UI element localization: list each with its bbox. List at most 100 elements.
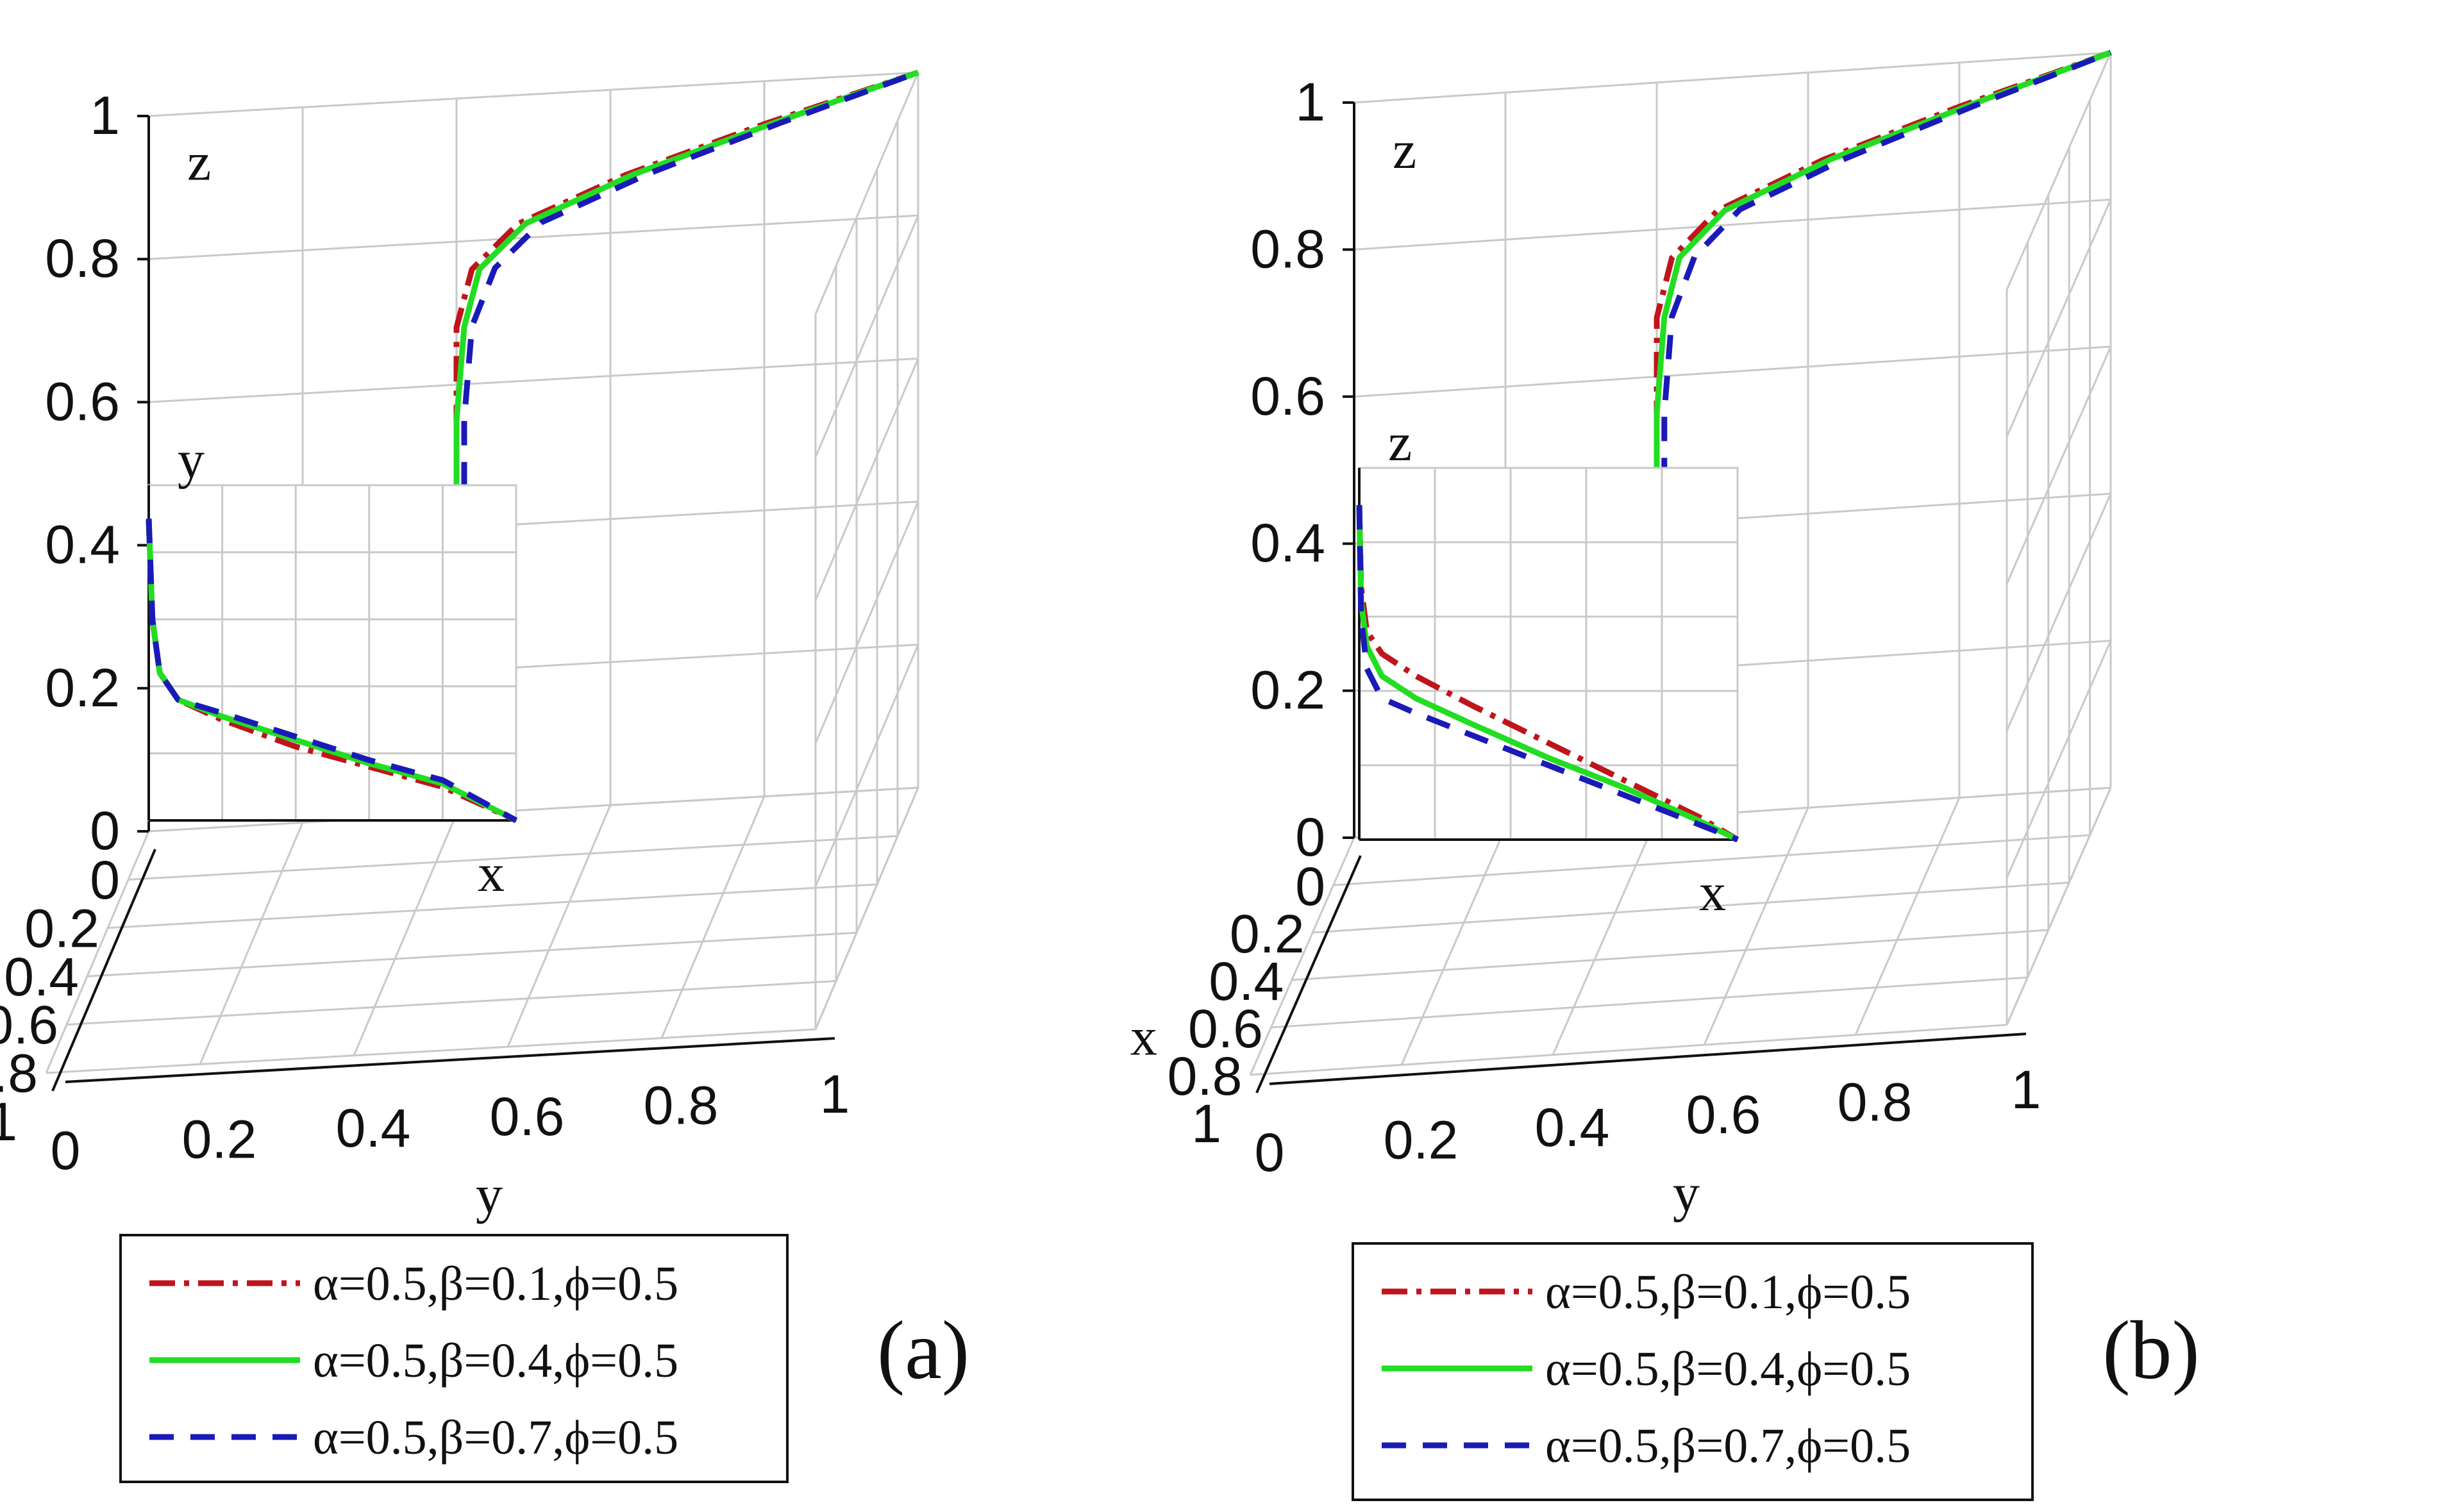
trajectory-3d-line [461, 69, 919, 528]
trajectory-3d-series [453, 69, 919, 528]
grid-line-xz-horizontal [2006, 199, 2112, 438]
inset-background [147, 484, 517, 822]
y-tick-label: 1 [2011, 1059, 2041, 1120]
grid-line-xz-horizontal [814, 215, 919, 458]
y-axis-label: y [476, 1165, 503, 1225]
grid-line-floor-y [814, 787, 919, 1030]
grid-line-floor-y [1854, 797, 1961, 1036]
inset-y-label: z [1388, 413, 1412, 472]
x-tick-label: 0.8 [1168, 1046, 1243, 1106]
x-axis-line [1255, 855, 1362, 1093]
inset-x-label: x [1699, 863, 1726, 922]
grid-line-floor-y [1703, 807, 1809, 1045]
trajectory-3d-series [1654, 49, 2112, 524]
z-tick-label: 1 [1295, 72, 1325, 132]
x-tick-label: 0.6 [1188, 999, 1263, 1059]
inset-series-line [1356, 504, 1739, 843]
legend: α=0.5,β=0.1,ϕ=0.5 α=0.5,β=0.4,ϕ=0.5 α=0.5,… [1352, 1242, 2034, 1501]
z-tick-label: 0 [1295, 807, 1325, 867]
grid-line-floor-y [507, 804, 612, 1047]
x-tick-label: 1 [0, 1092, 17, 1152]
grid-line-floor-y [660, 796, 766, 1039]
grid-line-xz-horizontal [814, 358, 919, 601]
inset-series-line [1356, 504, 1739, 843]
grid-line-floor-y [353, 813, 458, 1056]
y-axis-label: y [1673, 1163, 1700, 1223]
grid-line-floor-x [107, 883, 878, 929]
y-tick-label: 0 [51, 1120, 81, 1181]
legend-label: α=0.5,β=0.4,ϕ=0.5 [313, 1334, 678, 1388]
grid-line-floor-x [148, 786, 919, 833]
grid-line-floor-x [1291, 929, 2049, 981]
trajectory-3d-line [1654, 49, 2112, 524]
y-tick-label: 0.6 [1686, 1084, 1761, 1145]
grid-line-floor-x [87, 931, 857, 977]
x-tick-label: 0 [1295, 856, 1325, 917]
z-tick-label: 0.8 [1250, 219, 1325, 279]
x-tick-label: 0.4 [4, 947, 79, 1007]
x-tick-label: 1 [1191, 1093, 1221, 1154]
grid-line-yz-horizontal [148, 214, 919, 260]
inset-projection: zx [1356, 413, 1739, 922]
z-tick-label: 1 [90, 85, 120, 145]
trajectory-3d-line [1661, 49, 2112, 524]
grid-line-xz-horizontal [2006, 346, 2112, 585]
grid-line-floor-y [1552, 817, 1658, 1056]
grid-line-xz-horizontal [2006, 640, 2112, 879]
grid-line-xz-horizontal [814, 72, 919, 315]
legend-label: α=0.5,β=0.7,ϕ=0.5 [313, 1411, 678, 1465]
grid-line-floor-x [66, 980, 837, 1026]
panel-label: (b) [2102, 1304, 2200, 1397]
z-tick-label: 0 [90, 801, 120, 861]
grid-line-floor-y [1400, 827, 1507, 1066]
inset-series-line [146, 519, 518, 824]
y-tick-label: 0 [1255, 1122, 1285, 1183]
grid-line-floor-y [199, 822, 304, 1065]
x-axis-label: x [1130, 1008, 1157, 1067]
z-axis-label: z [1393, 120, 1416, 180]
z-tick-label: 0.2 [45, 658, 120, 718]
grid-line-floor-x [128, 835, 898, 881]
y-axis-line [1269, 1033, 2027, 1085]
inset-y-label: y [178, 430, 205, 490]
y-tick-label: 0.2 [182, 1109, 257, 1169]
trajectory-3d-line [453, 69, 919, 528]
y-tick-label: 0.8 [1838, 1072, 1913, 1133]
grid-line-floor-y [45, 831, 150, 1074]
grid-line-yz-horizontal [148, 357, 919, 403]
panel-a: 00.20.40.60.8100.20.40.60.8100.20.40.60.… [0, 69, 969, 1483]
grid-line-floor-y [2006, 787, 2112, 1026]
inset-x-label: x [478, 843, 505, 903]
x-tick-label: 0 [90, 850, 120, 910]
inset-projection: yx [146, 430, 518, 903]
legend: α=0.5,β=0.1,ϕ=0.5 α=0.5,β=0.4,ϕ=0.5 α=0.5,… [119, 1234, 789, 1483]
x-tick-label: 0.4 [1209, 951, 1284, 1011]
grid-line-floor-x [46, 1028, 816, 1074]
z-tick-label: 0.6 [1250, 366, 1325, 426]
trajectory-3d-line [1654, 49, 2112, 524]
panel-label: (a) [877, 1304, 969, 1397]
grid-line-floor-x [1312, 881, 2070, 934]
axes: 00.20.40.60.8100.20.40.60.8100.20.40.60.… [0, 85, 850, 1225]
grid-line-yz-horizontal [148, 71, 919, 117]
z-tick-label: 0.2 [1250, 660, 1325, 720]
grid-line-floor-x [1250, 1024, 2007, 1076]
inset-background [1358, 467, 1739, 841]
y-tick-label: 0.6 [490, 1086, 565, 1147]
grid-line-xz-horizontal [2006, 493, 2112, 731]
z-tick-label: 0.4 [45, 515, 120, 575]
y-tick-label: 0.8 [644, 1076, 719, 1136]
grid-line-xz-horizontal [2006, 52, 2112, 290]
y-tick-label: 0.4 [1535, 1097, 1610, 1158]
legend-label: α=0.5,β=0.7,ϕ=0.5 [1545, 1419, 1911, 1473]
z-axis-label: z [187, 132, 211, 192]
grid-line-xz-horizontal [814, 501, 919, 744]
x-tick-label: 0.6 [0, 995, 58, 1055]
z-tick-label: 0.6 [45, 371, 120, 431]
x-tick-label: 0.2 [24, 898, 99, 958]
grid-line-floor-x [1333, 834, 2090, 886]
grid-line-xz-horizontal [814, 644, 919, 887]
y-axis-line [65, 1037, 835, 1083]
